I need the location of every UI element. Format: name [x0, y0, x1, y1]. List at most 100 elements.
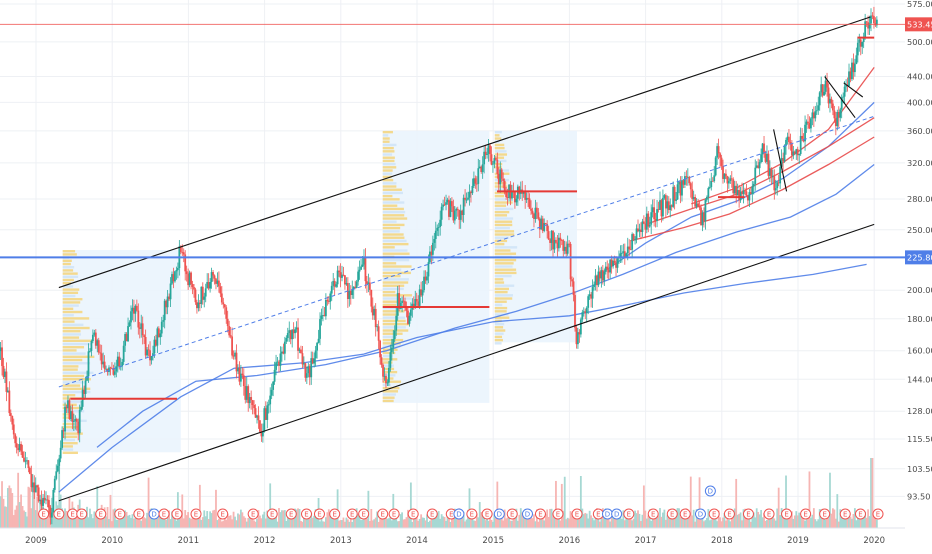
- candle-body: [729, 178, 732, 181]
- candle-body: [749, 192, 752, 195]
- candle-body: [166, 296, 169, 308]
- volume-bar: [209, 511, 212, 528]
- profile-bar: [382, 316, 406, 319]
- candle-body: [484, 151, 487, 155]
- candle-body: [522, 191, 525, 194]
- volume-bar: [401, 512, 403, 528]
- volume-bar: [1, 481, 3, 528]
- volume-bar: [793, 515, 796, 528]
- volume-bar: [736, 514, 739, 528]
- volume-bar: [371, 520, 374, 528]
- earnings-marker-label-47: E: [803, 511, 807, 519]
- candle-body: [811, 112, 814, 119]
- profile-bar: [382, 143, 397, 147]
- volume-bar: [408, 515, 411, 528]
- candle-body: [231, 336, 233, 356]
- candle-body: [788, 136, 790, 143]
- candle-body: [864, 21, 867, 38]
- candle-body: [685, 176, 688, 178]
- candle-body: [263, 408, 266, 432]
- volume-bar: [112, 509, 115, 528]
- volume-bar: [80, 513, 83, 528]
- volume-bar: [758, 514, 761, 528]
- candle-body: [116, 356, 119, 367]
- candle-body: [656, 209, 658, 221]
- volume-bar: [232, 511, 235, 528]
- volume-bar: [842, 519, 845, 528]
- candle-body: [629, 249, 632, 251]
- volume-bar: [106, 507, 109, 528]
- drawings[interactable]: [0, 16, 905, 502]
- volume-bar: [735, 478, 738, 528]
- candle-body: [89, 350, 91, 352]
- volume-bar: [171, 511, 173, 528]
- candle-body: [71, 411, 74, 422]
- volume-bar: [516, 520, 519, 528]
- candle-body: [767, 153, 770, 176]
- candle-body: [563, 246, 566, 251]
- candle-body: [730, 178, 733, 180]
- candle-body: [638, 229, 641, 232]
- time-axis[interactable]: 2009 2010 2011 2012 2013 2014 2015 2016 2017 2018…: [25, 536, 885, 546]
- profile-bar: [62, 349, 77, 352]
- channel-lower-line: [58, 223, 875, 502]
- candle-body: [390, 347, 393, 353]
- price-axis[interactable]: 575.00 500.00 440.00 400.00 360.00 320.00 280.…: [907, 0, 932, 501]
- volume-bar: [673, 512, 676, 528]
- candle-body: [684, 176, 686, 185]
- profile-bar: [62, 288, 80, 291]
- profile-bar: [382, 249, 408, 252]
- profile-bar: [494, 194, 505, 198]
- candle-body: [793, 151, 796, 154]
- candle-body: [50, 512, 53, 518]
- volume-bar: [577, 516, 579, 528]
- candle-body: [154, 339, 157, 346]
- volume-bar: [358, 515, 361, 528]
- volume-bar: [650, 520, 653, 528]
- candle-body: [421, 290, 424, 296]
- volume-bar: [374, 517, 377, 528]
- volume-bar: [67, 512, 69, 528]
- candle-body: [133, 307, 135, 314]
- volume-bar: [226, 513, 229, 528]
- profile-bar: [494, 220, 513, 223]
- candle-body: [127, 326, 129, 342]
- volume-bar: [86, 506, 88, 528]
- candle-body: [86, 375, 88, 381]
- volume-bar: [179, 515, 182, 528]
- candle-body: [804, 124, 806, 142]
- candle-body: [273, 369, 276, 382]
- candle-body: [28, 468, 31, 474]
- profile-bar: [62, 326, 90, 330]
- candle-body: [497, 173, 500, 185]
- profile-bar: [494, 185, 508, 188]
- candle-body: [843, 86, 846, 97]
- candle-body: [61, 430, 64, 448]
- profile-bar: [494, 290, 508, 294]
- earnings-marker-15: [301, 508, 313, 520]
- candle-body: [316, 342, 318, 351]
- candle-body: [572, 281, 575, 296]
- candle-body: [585, 307, 588, 314]
- candle-body: [789, 142, 792, 144]
- volume-bar: [220, 521, 223, 528]
- volume-bar: [116, 519, 119, 528]
- candle-body: [579, 319, 582, 335]
- earnings-marker-label-33: E: [575, 511, 579, 519]
- candle-body: [46, 499, 49, 501]
- candle-body: [453, 210, 456, 221]
- volume-bar: [711, 511, 714, 528]
- volume-bar: [190, 518, 192, 528]
- volume-bar: [515, 508, 518, 528]
- volume-bar: [256, 518, 258, 528]
- candle-body: [764, 153, 767, 162]
- candle-body: [188, 272, 191, 286]
- candle-body: [591, 287, 594, 299]
- candle-body: [599, 271, 601, 279]
- price-labels: 533.45 225.80: [905, 17, 932, 265]
- volume-bar: [396, 521, 399, 528]
- earnings-marker-21: [388, 508, 400, 520]
